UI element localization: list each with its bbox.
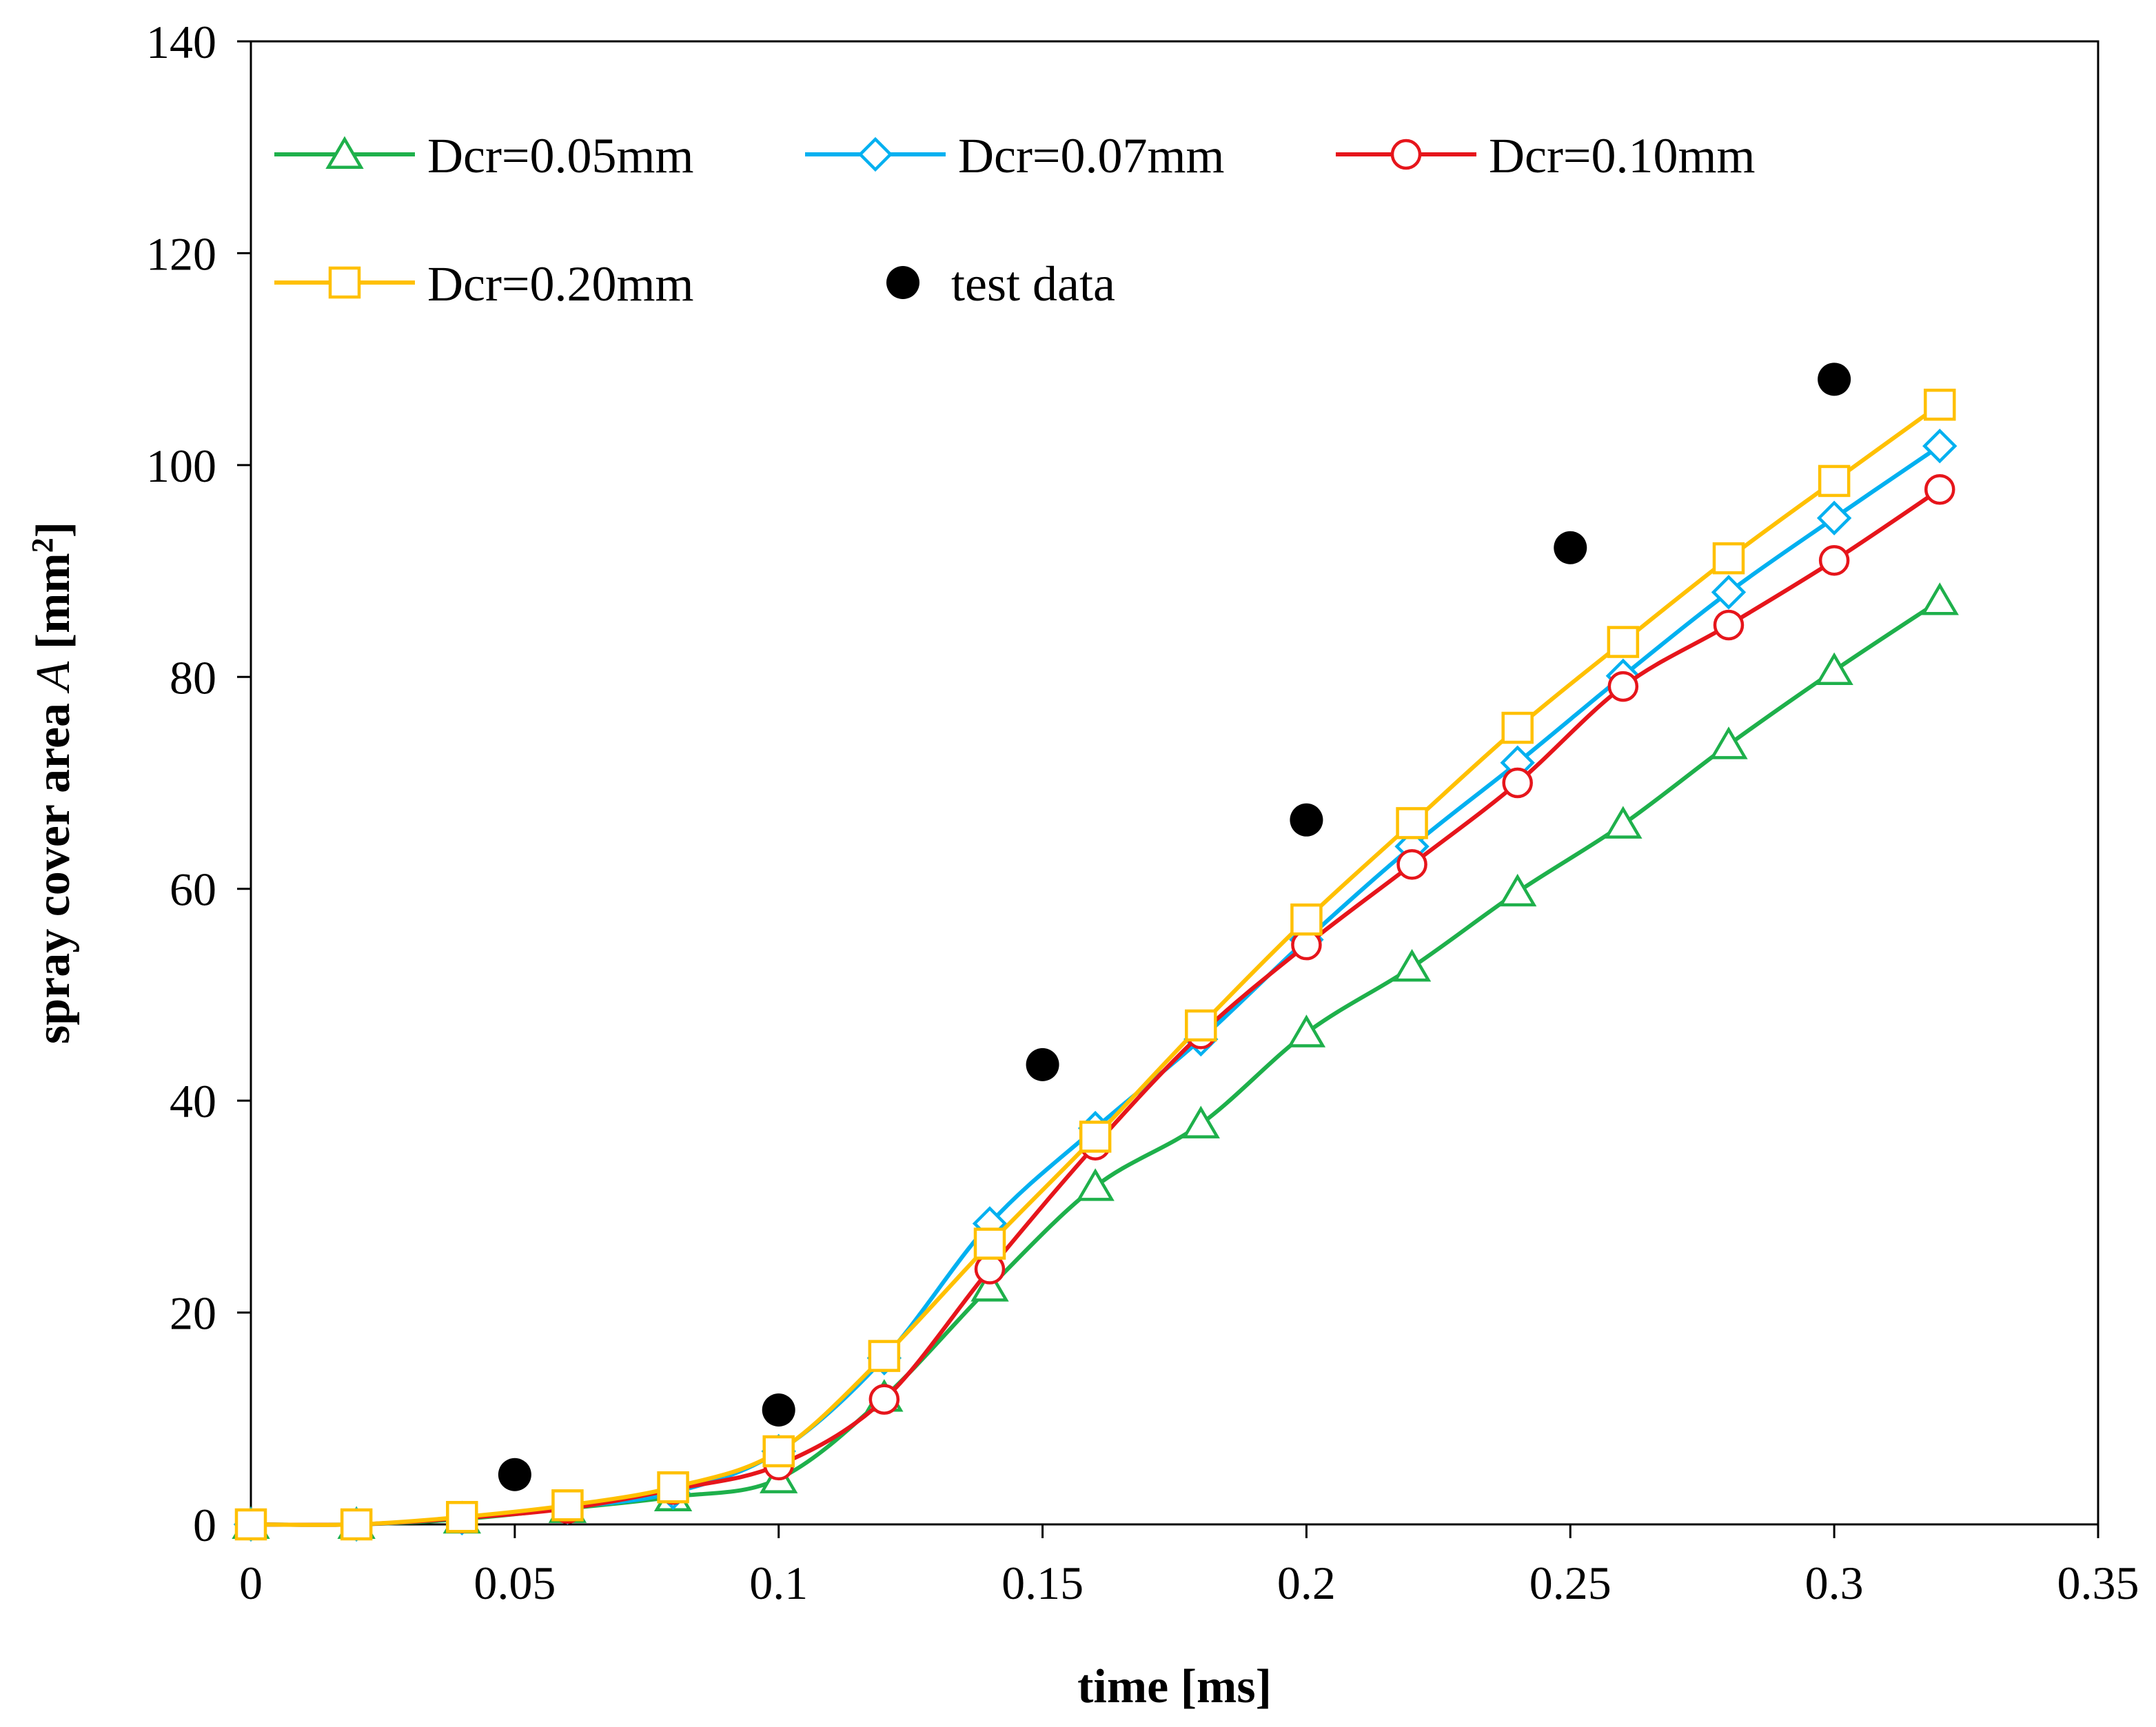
data-point — [551, 1489, 584, 1522]
y-tick-label: 20 — [170, 1287, 216, 1340]
data-point — [1713, 609, 1745, 641]
data-point — [868, 1340, 901, 1372]
y-tick-label: 80 — [170, 651, 216, 704]
data-point — [1396, 807, 1428, 839]
data-point — [1185, 1009, 1217, 1042]
legend-entry: Dcr=0.05mm — [274, 128, 694, 183]
data-point — [1181, 1105, 1220, 1138]
x-tick-label: 0.15 — [1001, 1557, 1084, 1609]
test-data-points — [498, 362, 1851, 1491]
y-tick-labels: 0 20 40 60 80 100 120 140 — [146, 16, 216, 1551]
test-data-point — [498, 1458, 531, 1491]
data-point — [1712, 542, 1745, 575]
data-point — [1709, 726, 1748, 759]
data-point — [1604, 806, 1643, 839]
data-point — [1607, 626, 1640, 658]
legend-label: Dcr=0.20mm — [427, 256, 694, 311]
data-point — [973, 1227, 1006, 1260]
data-point — [657, 1471, 689, 1504]
legend-label: Dcr=0.05mm — [427, 128, 694, 183]
x-tick-labels: 0 0.05 0.1 0.15 0.2 0.25 0.3 0.35 — [239, 1557, 2139, 1609]
data-point — [340, 1508, 373, 1541]
data-point — [446, 1500, 478, 1533]
data-point — [1920, 582, 1959, 615]
data-point — [762, 1435, 795, 1468]
data-point — [1392, 949, 1432, 982]
test-data-point — [762, 1393, 795, 1427]
data-point — [1076, 1168, 1115, 1201]
y-tick-label: 100 — [146, 440, 216, 492]
x-tick-label: 0.05 — [474, 1557, 556, 1609]
y-tick-label: 120 — [146, 227, 216, 280]
legend-label: test data — [951, 256, 1115, 311]
test-data-point — [1290, 803, 1323, 837]
series-square — [234, 388, 1956, 1541]
x-tick-label: 0.2 — [1277, 1557, 1336, 1609]
y-axis-title-prefix: spray cover area — [27, 691, 80, 1044]
y-tick-label: 40 — [170, 1075, 216, 1127]
data-point — [234, 1508, 267, 1541]
legend: Dcr=0.05mm Dcr=0.07mm Dcr=0.10mm Dcr=0.20mm… — [274, 128, 1756, 311]
data-point — [1287, 1014, 1326, 1048]
test-data-point — [1818, 362, 1851, 396]
x-tick-label: 0.35 — [2057, 1557, 2139, 1609]
data-point — [1924, 473, 1955, 505]
data-point — [1396, 849, 1427, 880]
y-axis-title-unit-close: ] — [27, 522, 80, 538]
y-axis-title-variable: A — [27, 661, 80, 693]
legend-marker — [328, 266, 361, 299]
data-point — [1501, 711, 1534, 744]
legend-entry: Dcr=0.07mm — [805, 128, 1225, 183]
data-point — [1607, 671, 1639, 702]
test-data-point — [1026, 1048, 1059, 1081]
data-point — [1818, 464, 1851, 498]
legend-entry: Dcr=0.20mm — [274, 256, 694, 311]
data-point — [1290, 903, 1323, 936]
legend-marker — [857, 136, 893, 172]
data-point — [1498, 873, 1537, 907]
data-point — [1924, 388, 1956, 421]
data-point — [1816, 500, 1852, 535]
test-data-point — [1554, 531, 1587, 564]
data-point — [1502, 767, 1533, 799]
data-point — [1815, 652, 1853, 686]
data-point — [1079, 1121, 1112, 1153]
legend-entry: Dcr=0.10mm — [1336, 128, 1756, 183]
legend-marker — [325, 136, 364, 169]
data-point — [1711, 575, 1747, 610]
legend-marker — [1390, 139, 1422, 170]
y-tick-label: 60 — [170, 864, 216, 916]
y-axis-title: spray cover area A [mm2] — [26, 522, 81, 1044]
legend-marker — [886, 266, 919, 299]
legend-label: Dcr=0.10mm — [1489, 128, 1756, 183]
x-tick-label: 0.1 — [749, 1557, 808, 1609]
x-tick-label: 0 — [239, 1557, 263, 1609]
data-point — [868, 1384, 900, 1415]
y-tick-label: 0 — [193, 1499, 216, 1551]
data-point — [970, 1269, 1009, 1302]
y-tick-label: 140 — [146, 16, 216, 68]
x-tick-label: 0.25 — [1529, 1557, 1611, 1609]
data-point — [1922, 429, 1957, 464]
x-tick-label: 0.3 — [1805, 1557, 1864, 1609]
legend-label: Dcr=0.07mm — [958, 128, 1225, 183]
legend-entry: test data — [886, 256, 1115, 311]
plot-area-frame — [250, 40, 2099, 1526]
x-axis-title: time [ms] — [1077, 1660, 1272, 1713]
y-axis-title-unit-exponent: 2 — [26, 538, 59, 553]
y-axis-title-unit-open: [mm — [27, 553, 80, 661]
series-layer — [232, 388, 1959, 1542]
data-point — [1818, 544, 1850, 576]
